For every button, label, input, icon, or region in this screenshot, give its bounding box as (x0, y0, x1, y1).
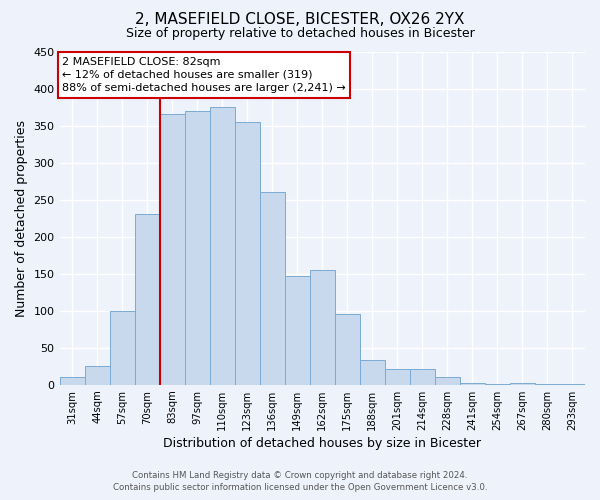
Y-axis label: Number of detached properties: Number of detached properties (15, 120, 28, 316)
Bar (185, 111, 209, 385)
Bar (209, 107, 235, 385)
Bar (160, 114, 185, 385)
Bar (535, 384, 560, 385)
Bar (110, 310, 134, 385)
Bar (260, 192, 285, 385)
Bar (385, 370, 410, 385)
Bar (285, 276, 310, 385)
Bar (510, 384, 535, 385)
Bar (335, 314, 360, 385)
Bar (435, 378, 460, 385)
Bar (460, 382, 485, 385)
Bar (134, 214, 160, 385)
Bar (360, 360, 385, 385)
Text: Size of property relative to detached houses in Bicester: Size of property relative to detached ho… (125, 28, 475, 40)
Bar (560, 384, 585, 385)
Bar (235, 122, 260, 385)
Bar (410, 370, 435, 385)
Bar (59, 378, 85, 385)
Bar (485, 384, 510, 385)
Text: 2, MASEFIELD CLOSE, BICESTER, OX26 2YX: 2, MASEFIELD CLOSE, BICESTER, OX26 2YX (135, 12, 465, 28)
Text: 2 MASEFIELD CLOSE: 82sqm
← 12% of detached houses are smaller (319)
88% of semi-: 2 MASEFIELD CLOSE: 82sqm ← 12% of detach… (62, 56, 346, 93)
Bar (310, 270, 335, 385)
Text: Contains HM Land Registry data © Crown copyright and database right 2024.
Contai: Contains HM Land Registry data © Crown c… (113, 471, 487, 492)
X-axis label: Distribution of detached houses by size in Bicester: Distribution of detached houses by size … (163, 437, 481, 450)
Bar (85, 366, 110, 385)
